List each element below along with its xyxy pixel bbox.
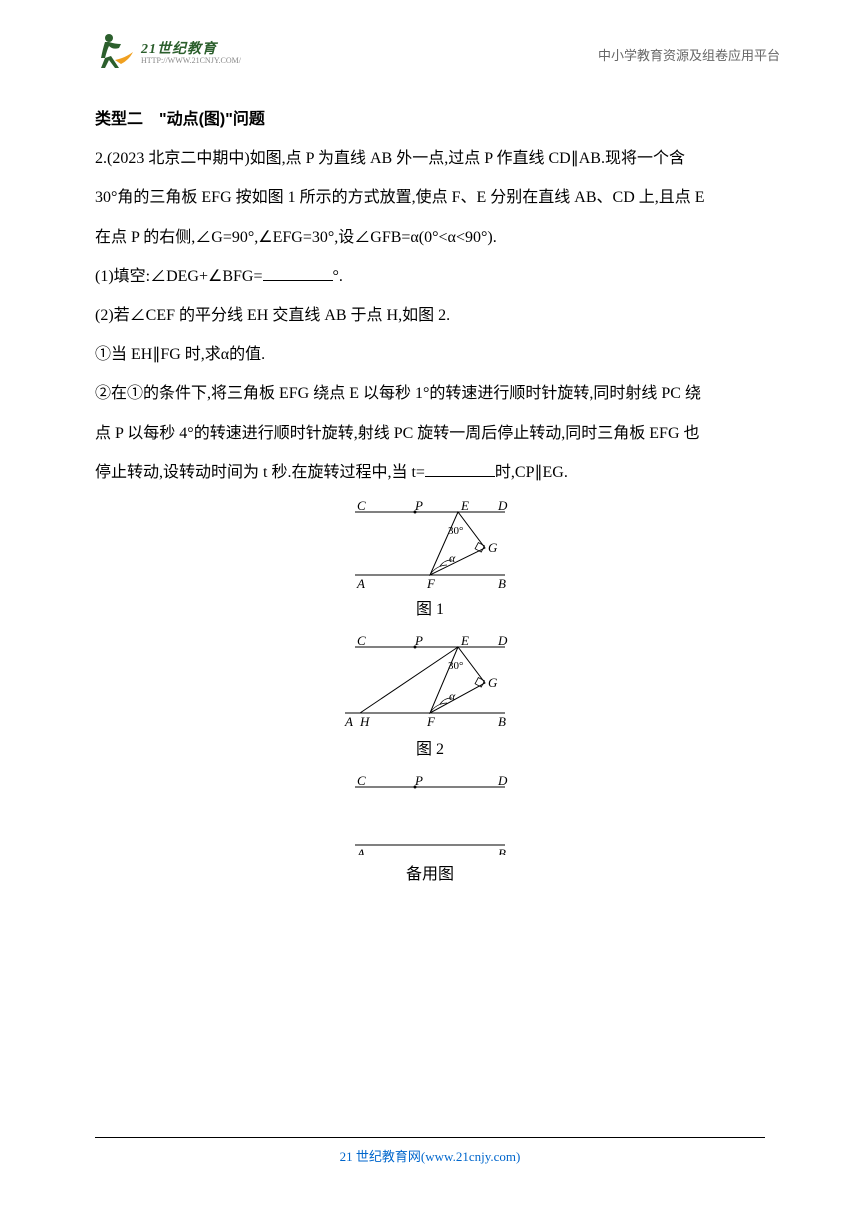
svg-text:C: C [357,775,366,788]
figure-3-caption: 备用图 [330,857,530,892]
svg-text:30°: 30° [448,660,463,672]
svg-text:D: D [497,500,508,513]
header-right-text: 中小学教育资源及组卷应用平台 [598,30,780,64]
question-2-2-line-3: 停止转动,设转动时间为 t 秒.在旋转过程中,当 t= 时,CP∥EG. [95,455,765,490]
problem-intro-line-3: 在点 P 的右侧,∠G=90°,∠EFG=30°,设∠GFB=α(0°<α<90… [95,220,765,255]
question-2: (2)若∠CEF 的平分线 EH 交直线 AB 于点 H,如图 2. [95,298,765,333]
logo-icon [95,30,137,72]
figure-1-svg: C P E D A F B G 30° α [330,500,530,590]
svg-text:C: C [357,635,366,648]
svg-text:A: A [356,846,365,855]
svg-text:α: α [449,551,456,565]
svg-text:E: E [460,635,469,648]
figure-2-svg: C P E D A H F B G 30° α [330,635,530,730]
figure-3: C P D A B 备用图 [330,775,530,900]
svg-text:B: B [498,714,506,729]
content-area: 类型二 "动点(图)"问题 2.(2023 北京二中期中)如图,点 P 为直线 … [0,72,860,900]
page-footer: 21 世纪教育网(www.21cnjy.com) [95,1137,765,1166]
figure-1-caption: 图 1 [330,592,530,627]
svg-text:G: G [488,675,498,690]
problem-intro-line-2: 30°角的三角板 EFG 按如图 1 所示的方式放置,使点 F、E 分别在直线 … [95,180,765,215]
figure-2-caption: 图 2 [330,732,530,767]
svg-text:G: G [488,540,498,555]
logo-text-group: 21世纪教育 HTTP://WWW.21CNJY.COM/ [141,38,241,65]
question-2-2-line-1: ②在①的条件下,将三角板 EFG 绕点 E 以每秒 1°的转速进行顺时针旋转,同… [95,376,765,411]
logo-area: 21世纪教育 HTTP://WWW.21CNJY.COM/ [95,30,241,72]
figures-area: C P E D A F B G 30° α 图 1 [95,500,765,901]
footer-text: 21 世纪教育网(www.21cnjy.com) [340,1149,521,1164]
svg-text:D: D [497,775,508,788]
svg-text:F: F [426,714,436,729]
svg-text:A: A [356,576,365,590]
blank-fill-2 [425,457,495,477]
svg-text:D: D [497,635,508,648]
question-2-2-line-2: 点 P 以每秒 4°的转速进行顺时针旋转,射线 PC 旋转一周后停止转动,同时三… [95,416,765,451]
q1-unit: °. [333,268,343,285]
q2-2-line3-text: 停止转动,设转动时间为 t 秒.在旋转过程中,当 t= [95,464,425,481]
logo-brand-cn: 21世纪教育 [141,38,241,58]
figure-2: C P E D A H F B G 30° α 图 2 [330,635,530,775]
svg-text:A: A [344,714,353,729]
problem-intro-line-1: 2.(2023 北京二中期中)如图,点 P 为直线 AB 外一点,过点 P 作直… [95,141,765,176]
q2-2-end: 时,CP∥EG. [495,464,568,481]
svg-text:F: F [426,576,436,590]
q1-text: (1)填空:∠DEG+∠BFG= [95,268,263,285]
svg-text:B: B [498,576,506,590]
logo-brand-url: HTTP://WWW.21CNJY.COM/ [141,56,241,65]
page-header: 21世纪教育 HTTP://WWW.21CNJY.COM/ 中小学教育资源及组卷… [0,0,860,72]
figure-3-svg: C P D A B [330,775,530,855]
section-title: 类型二 "动点(图)"问题 [95,102,765,137]
svg-text:B: B [498,846,506,855]
figure-1: C P E D A F B G 30° α 图 1 [330,500,530,635]
svg-text:E: E [460,500,469,513]
question-2-1: ①当 EH∥FG 时,求α的值. [95,337,765,372]
blank-fill-1 [263,261,333,281]
svg-text:H: H [359,714,370,729]
svg-text:C: C [357,500,366,513]
svg-text:α: α [449,689,456,703]
svg-text:30°: 30° [448,525,463,537]
question-1: (1)填空:∠DEG+∠BFG= °. [95,259,765,294]
